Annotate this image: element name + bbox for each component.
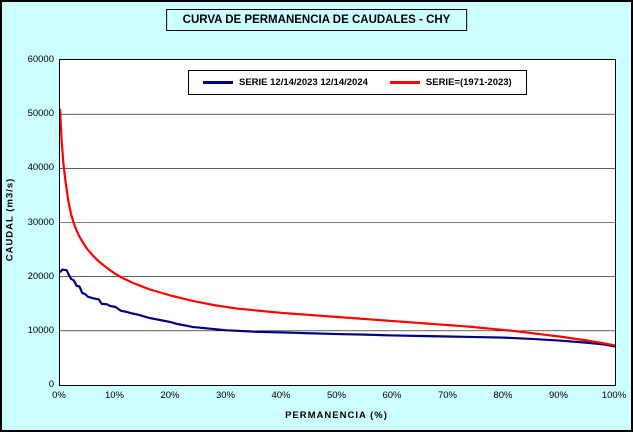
legend-item-serie-1971-2023: SERIE=(1971-2023) <box>389 77 512 88</box>
x-tick-label: 0% <box>52 390 66 401</box>
y-tick-label: 20000 <box>27 270 54 282</box>
x-axis-title: PERMANENCIA (%) <box>285 410 388 421</box>
x-tick-label: 40% <box>271 390 291 401</box>
legend-swatch-blue-line <box>203 81 233 84</box>
series-line-0 <box>60 268 615 348</box>
x-tick-label: 100% <box>601 390 627 401</box>
y-tick-label: 60000 <box>27 54 54 65</box>
y-tick-label: 40000 <box>27 162 54 174</box>
y-tick-label: 0 <box>48 379 54 390</box>
series-line-1 <box>60 108 615 347</box>
x-tick-label: 60% <box>382 390 402 401</box>
legend-item-serie-2023-2024: SERIE 12/14/2023 12/14/2024 <box>203 77 368 88</box>
x-tick-label: 30% <box>215 390 236 401</box>
x-tick-label: 20% <box>160 390 180 401</box>
x-tick-label: 90% <box>548 390 569 401</box>
x-tick-label: 50% <box>326 390 347 401</box>
plot-area: SERIE 12/14/2023 12/14/2024 SERIE=(1971-… <box>59 59 616 386</box>
y-tick-label: 50000 <box>27 108 54 120</box>
legend-label-serie-2023-2024: SERIE 12/14/2023 12/14/2024 <box>239 77 368 88</box>
legend: SERIE 12/14/2023 12/14/2024 SERIE=(1971-… <box>188 70 527 95</box>
series-lines <box>60 108 615 348</box>
y-tick-label: 10000 <box>27 324 54 336</box>
chart-title: CURVA DE PERMANENCIA DE CAUDALES - CHY <box>165 9 468 31</box>
x-tick-label: 70% <box>437 390 458 401</box>
legend-swatch-red-line <box>389 81 420 84</box>
x-tick-label: 80% <box>493 390 513 401</box>
chart-title-text: CURVA DE PERMANENCIA DE CAUDALES - CHY <box>182 14 451 26</box>
y-tick-label: 30000 <box>27 216 54 228</box>
x-tick-label: 10% <box>104 390 125 401</box>
legend-label-serie-1971-2023: SERIE=(1971-2023) <box>425 77 512 88</box>
